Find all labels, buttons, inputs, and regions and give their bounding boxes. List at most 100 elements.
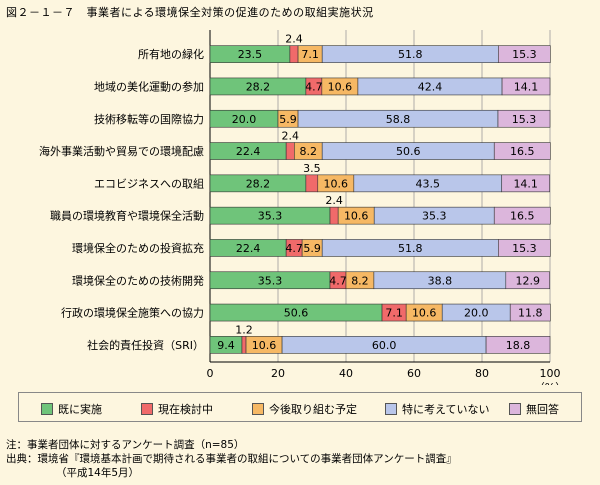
data-label: 4.7: [305, 80, 323, 93]
bar-segment: [493, 206, 551, 225]
data-label: 14.1: [513, 177, 538, 190]
bar-segment: [289, 45, 299, 63]
data-label: 50.6: [284, 307, 309, 320]
category-label: 行政の環境保全施策への協力: [61, 306, 204, 320]
bar-segment: [285, 142, 295, 160]
data-label: 28.2: [246, 80, 271, 93]
footnote-note: 注：事業者団体に対するアンケート調査（n=85）: [6, 439, 245, 451]
legend-item-not-considering: 特に考えていない: [385, 401, 489, 417]
legend-swatch: [252, 403, 264, 415]
bar-segment: [505, 271, 550, 290]
bar-segment: [241, 336, 247, 354]
legend-label: 特に考えていない: [402, 403, 490, 416]
legend-item-planned: 今後取り組む予定: [252, 401, 357, 417]
data-label: 4.7: [285, 242, 303, 255]
data-label: 2.4: [281, 130, 299, 143]
data-label: 12.9: [515, 274, 540, 287]
data-label: 15.3: [512, 113, 537, 126]
legend-label: 無回答: [526, 403, 559, 416]
data-label: 58.8: [386, 113, 411, 126]
category-label: 環境保全のための技術開発: [72, 273, 204, 287]
bar-segment: [485, 336, 551, 354]
category-label: エコビジネスへの取組: [94, 177, 204, 190]
category-label: 社会的責任投資（SRI）: [87, 338, 204, 352]
bar-segment: [305, 174, 319, 193]
bar-segment: [509, 303, 551, 322]
data-label: 3.5: [303, 162, 321, 175]
data-label: 10.6: [328, 80, 353, 93]
category-label: 職員の環境教育や環境保全活動: [50, 209, 204, 223]
data-label: 15.3: [512, 48, 537, 61]
x-tick-label: 0: [207, 367, 214, 380]
data-label: 5.9: [279, 113, 297, 126]
data-label: 50.6: [396, 145, 421, 158]
legend-label: 今後取り組む予定: [269, 403, 357, 416]
data-label: 10.6: [344, 210, 369, 223]
footnote-source: 出典：環境省『環境基本計画で期待される事業者の取組についての事業者団体アンケート…: [6, 453, 457, 465]
category-label: 技術移転等の国際協力: [94, 112, 204, 126]
chart-title: 図２－１－７ 事業者による環境保全対策の促進のための取組実施状況: [6, 6, 374, 19]
x-tick-label: 100: [540, 367, 561, 380]
data-label: 35.3: [422, 210, 447, 223]
x-tick-label: 40: [339, 367, 353, 380]
category-label: 海外事業活動や貿易での環境配慮: [39, 144, 204, 158]
chart-legend: 既に実施 現在検討中 今後取り組む予定 特に考えていない 無回答: [18, 392, 582, 422]
data-label: 11.8: [518, 307, 543, 320]
data-label: 7.1: [301, 48, 319, 61]
data-label: 8.2: [351, 274, 369, 287]
category-label: 環境保全のための投資拡充: [72, 241, 204, 255]
data-label: 22.4: [236, 242, 261, 255]
bar-segment: [497, 109, 551, 128]
data-label: 23.5: [238, 48, 263, 61]
bar-segment: [493, 142, 551, 160]
data-label: 5.9: [303, 242, 321, 255]
data-label: 2.4: [285, 33, 303, 46]
data-label: 43.5: [416, 177, 441, 190]
legend-swatch: [141, 403, 153, 415]
legend-item-implemented: 既に実施: [41, 401, 102, 417]
data-label: 2.4: [325, 194, 343, 207]
data-label: 28.2: [246, 177, 271, 190]
legend-label: 既に実施: [58, 403, 102, 416]
bar-segment: [501, 174, 550, 193]
data-label: 42.4: [418, 80, 443, 93]
stacked-bar-chart: 0 20 40 60 80 100（%） 所有地の緑化 23.5 2.4 7.1 51.8 15.3 地…: [39, 30, 566, 385]
legend-label: 現在検討中: [158, 403, 213, 416]
data-label: 8.2: [300, 145, 318, 158]
data-label: 1.2: [235, 323, 253, 336]
bar-segment: [498, 239, 551, 257]
x-tick-label: 80: [475, 367, 489, 380]
data-label: 10.6: [412, 307, 437, 320]
data-label: 16.5: [510, 210, 535, 223]
x-tick-label: 60: [407, 367, 421, 380]
x-axis-unit: （%）: [534, 381, 566, 385]
data-label: 38.8: [428, 274, 453, 287]
data-label: 35.3: [258, 210, 283, 223]
data-label: 10.6: [252, 339, 277, 352]
data-label: 14.1: [514, 80, 539, 93]
data-label: 20.0: [464, 307, 489, 320]
data-label: 60.0: [372, 339, 397, 352]
x-tick-label: 20: [271, 367, 285, 380]
bar-segment: [329, 206, 339, 225]
legend-swatch: [509, 403, 521, 415]
data-label: 7.1: [385, 307, 403, 320]
category-label: 所有地の緑化: [138, 47, 204, 61]
data-label: 9.4: [217, 339, 235, 352]
footnote-source-date: （平成14年5月）: [56, 467, 140, 479]
data-label: 10.6: [324, 177, 349, 190]
data-label: 18.8: [506, 339, 531, 352]
data-label: 15.3: [512, 242, 537, 255]
data-label: 4.7: [329, 274, 347, 287]
legend-item-under-consideration: 現在検討中: [141, 401, 213, 417]
category-label: 地域の美化運動の参加: [94, 79, 204, 93]
data-label: 51.8: [398, 242, 423, 255]
bar-segment: [501, 77, 551, 96]
data-label: 22.4: [236, 145, 261, 158]
data-label: 16.5: [510, 145, 535, 158]
data-label: 51.8: [398, 48, 423, 61]
legend-item-no-answer: 無回答: [509, 401, 559, 417]
data-label: 35.3: [258, 274, 283, 287]
legend-swatch: [385, 403, 397, 415]
bar-segment: [498, 45, 551, 63]
